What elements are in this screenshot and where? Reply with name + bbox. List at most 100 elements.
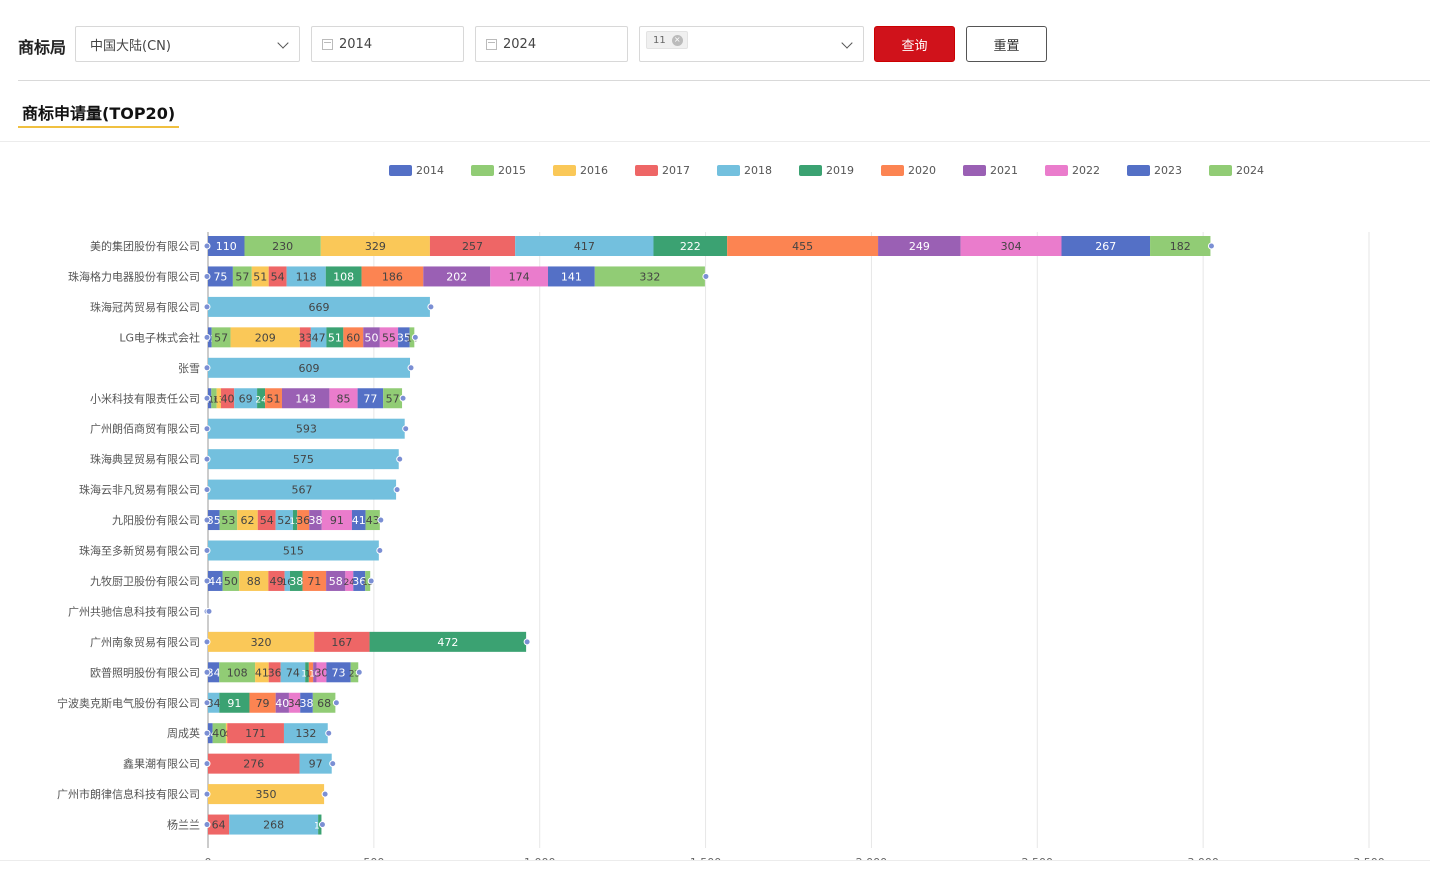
bar-value-label: 36 [352,575,366,588]
bar-segment [208,449,399,470]
bar-segment [297,510,310,531]
bar-segment [300,692,313,713]
bar-value-label: 10 [309,669,321,679]
bar-value-label: 575 [293,453,314,466]
bar-value-label: 174 [509,270,530,283]
y-category-label: 鑫果潮有限公司 [123,757,200,771]
bar-segment [379,327,399,348]
bar-segment [383,388,403,409]
bar-segment [1150,236,1211,256]
zero-marker [203,394,211,402]
bar-segment [309,510,322,531]
bar-segment [302,570,327,591]
legend-swatch [389,165,412,176]
bar-value-label: 36 [296,514,310,527]
legend-label: 2024 [1236,164,1264,177]
zero-marker [203,455,211,463]
end-year-value: 2024 [503,36,537,52]
bar-value-label: 268 [263,819,284,832]
bar-segment [211,388,217,409]
bar-value-label: 55 [382,331,396,344]
bar-segment [208,357,411,378]
legend-swatch [717,165,740,176]
bar-value-label: 257 [462,240,483,253]
bar-value-label: 35 [207,514,221,527]
zero-marker [203,516,211,524]
bar-segment [275,510,293,531]
bar-value-label: 11 [301,669,312,679]
legend-label: 2017 [662,164,690,177]
bar-value-label: 44 [208,575,222,588]
divider [18,80,1430,81]
tag-close-icon[interactable]: × [671,34,683,46]
bar-segment [299,327,311,348]
bar-segment [878,236,961,256]
zero-marker [203,699,211,707]
zero-marker [399,394,407,402]
bar-segment [230,327,300,348]
bar-segment [208,510,220,531]
start-year-picker[interactable]: 2014 [311,26,464,62]
bar-value-label: 276 [243,758,264,771]
bar-value-label: 110 [216,240,237,253]
zero-marker [203,790,211,798]
zero-marker [203,333,211,341]
legend-label: 2018 [744,164,772,177]
bar-segment [216,388,221,409]
bar-segment [594,266,705,287]
bar-segment [257,388,266,409]
bar-segment [268,570,285,591]
class-multiselect[interactable]: 11 × [639,26,864,62]
bar-value-label: 57 [235,270,249,283]
legend-swatch [1209,165,1232,176]
zero-marker [329,760,337,768]
y-category-label: 珠海格力电器股份有限公司 [68,269,200,283]
bar-segment [423,266,491,287]
bar-segment [208,662,220,683]
zero-marker [203,668,211,676]
bar-value-label: 33 [298,331,312,344]
bar-value-label: 34 [288,697,302,710]
bar-segment [313,662,317,683]
bar-segment [251,266,269,287]
y-category-label: 珠海冠芮贸易有限公司 [90,300,200,314]
y-category-label: 张雪 [178,362,200,375]
bar-value-label: 329 [365,240,386,253]
legend-label: 2015 [498,164,526,177]
end-year-picker[interactable]: 2024 [475,26,628,62]
y-category-label: 九牧厨卫股份有限公司 [90,574,200,588]
bar-segment [653,236,728,256]
y-category-label: 小米科技有限责任公司 [90,391,200,405]
region-select[interactable]: 中国大陆(CN) [75,26,300,62]
bar-value-label: 62 [240,514,254,527]
bar-segment [234,388,258,409]
legend-label: 2022 [1072,164,1100,177]
bar-segment [299,753,332,774]
bar-value-label: 77 [363,392,377,405]
reset-button[interactable]: 重置 [966,26,1047,62]
bar-value-label: 108 [227,666,248,679]
bar-value-label: 52 [277,514,291,527]
bar-value-label: 24 [255,395,267,405]
bar-value-label: 34 [207,697,221,710]
x-tick-label: 3,500 [1353,856,1385,860]
query-button[interactable]: 查询 [874,26,955,62]
bar-value-label: 38 [289,575,303,588]
bar-segment [268,662,281,683]
bar-value-label: 38 [308,514,322,527]
bar-segment [255,662,269,683]
zero-marker [1207,242,1215,250]
divider [0,860,1430,861]
bar-value-label: 13 [289,517,300,527]
zero-marker [203,729,211,737]
bar-value-label: 79 [256,697,270,710]
bar-value-label: 320 [251,636,272,649]
zero-marker [203,425,211,433]
zero-marker [203,486,211,494]
bar-segment [325,266,362,287]
bar-segment [208,296,430,317]
legend-swatch [963,165,986,176]
bar-value-label: 16 [282,578,294,588]
bar-value-label: 41 [352,514,366,527]
bar-value-label: 472 [437,636,458,649]
